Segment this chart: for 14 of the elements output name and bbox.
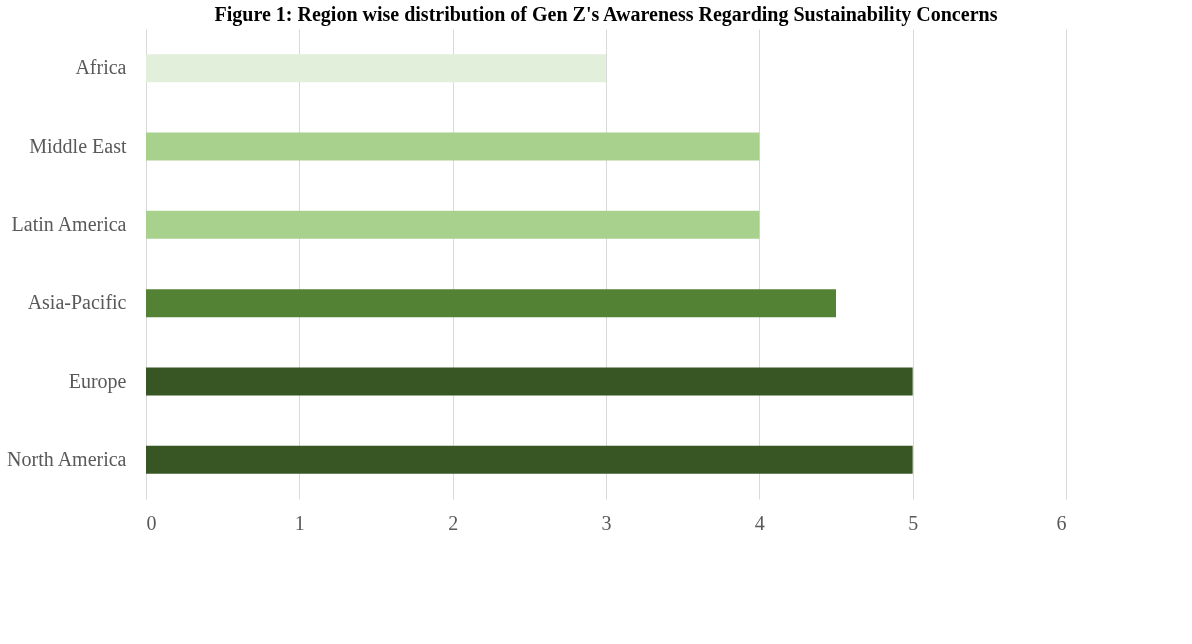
x-tick-label: 4 — [754, 511, 765, 534]
y-tick-label: Africa — [75, 56, 127, 79]
y-tick-label: Asia-Pacific — [27, 291, 127, 314]
y-tick-label: Latin America — [11, 212, 127, 235]
y-tick-label: Middle East — [29, 134, 127, 157]
x-tick-label: 3 — [601, 511, 612, 534]
x-tick-label: 2 — [448, 511, 459, 534]
y-tick-label: North America — [7, 447, 127, 470]
x-tick-label: 5 — [908, 511, 919, 534]
x-tick-label: 0 — [146, 511, 157, 534]
x-tick-label: 1 — [294, 511, 305, 534]
y-tick-label: Europe — [68, 369, 127, 393]
x-tick-label: 6 — [1056, 511, 1067, 534]
chart-title: Figure 1: Region wise distribution of Gen Z's Awareness Regarding Sustainability Concerns — [214, 3, 998, 26]
